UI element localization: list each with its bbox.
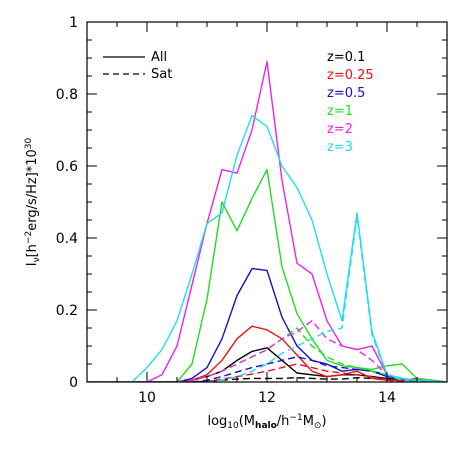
y-tick-label-0.6: 0.6 (56, 159, 78, 175)
series-line-z=0.5-sat (191, 356, 418, 382)
legend-z0.5: z=0.5 (327, 86, 365, 101)
series-layer (87, 60, 447, 382)
series-line-z=3-sat (206, 215, 418, 382)
legend-all-label: All (151, 50, 167, 65)
line-style-legend: All Sat (103, 50, 172, 82)
legend-z1: z=1 (327, 104, 353, 119)
x-tick-label-10: 10 (138, 390, 156, 406)
legend-z0.25: z=0.25 (327, 68, 374, 83)
plot-frame (86, 21, 448, 383)
series-line-z=2-all (87, 60, 447, 382)
x-tick-label-12: 12 (258, 390, 276, 406)
legend-z3: z=3 (327, 140, 353, 155)
redshift-legend: z=0.1 z=0.25 z=0.5 z=1 z=2 z=3 (327, 50, 374, 155)
legend-sat-label: Sat (151, 67, 172, 82)
series-line-z=3-all (87, 114, 447, 382)
series-line-z=1-sat (176, 327, 418, 382)
series-line-z=0.5-all (87, 267, 447, 382)
series-line-z=0.1-all (87, 347, 447, 382)
x-tick-label-14: 14 (378, 390, 396, 406)
y-tick-label-1: 1 (69, 15, 78, 31)
ticks-layer (86, 21, 448, 383)
legend-z0.1: z=0.1 (327, 50, 365, 65)
series-line-z=1-all (87, 168, 447, 382)
x-axis-title: log10(Mhalo/h−1M⊙) (207, 413, 326, 431)
y-axis-title: Iν[h−2erg/s/Hz]*1030 (24, 137, 42, 266)
y-tick-label-0.8: 0.8 (56, 87, 78, 103)
y-tick-label-0.2: 0.2 (56, 303, 78, 319)
legend-z2: z=2 (327, 122, 353, 137)
y-tick-label-0.4: 0.4 (56, 231, 78, 247)
y-tick-label-0: 0 (69, 375, 78, 391)
